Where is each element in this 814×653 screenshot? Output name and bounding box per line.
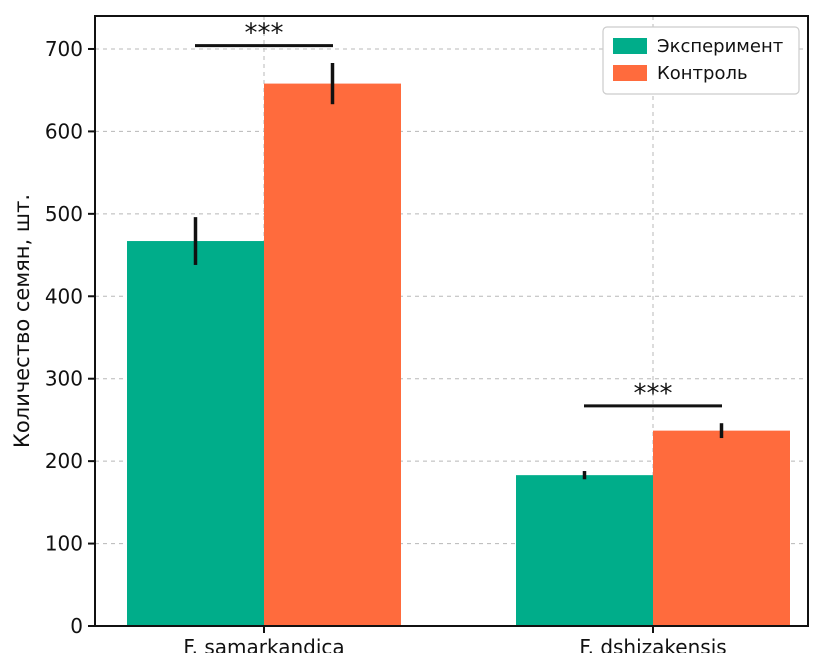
bars <box>127 83 790 627</box>
bar-control-1 <box>653 430 790 626</box>
significance-markers: *** *** <box>195 19 722 409</box>
y-axis-ticks: 0 100 200 300 400 500 600 700 <box>45 37 95 638</box>
y-tick-label-4: 400 <box>45 284 83 308</box>
y-axis-label: Количество семян, шт. <box>10 194 34 448</box>
y-tick-label-6: 600 <box>45 119 83 143</box>
y-tick-label-7: 700 <box>45 37 83 61</box>
axes <box>94 15 809 627</box>
significance-label-0: *** <box>245 19 284 49</box>
legend-swatch-0 <box>613 38 647 54</box>
plot-frame <box>94 15 809 627</box>
y-tick-label-2: 200 <box>45 449 83 473</box>
legend: Эксперимент Контроль <box>602 26 800 95</box>
y-tick-label-0: 0 <box>70 614 83 638</box>
y-tick-label-5: 500 <box>45 202 83 226</box>
bar-control-0 <box>264 83 401 626</box>
bar-experiment-1 <box>516 475 653 626</box>
y-tick-label-1: 100 <box>45 532 83 556</box>
x-tick-label-1: F. dshizakensis <box>579 635 726 653</box>
y-tick-label-3: 300 <box>45 367 83 391</box>
legend-box <box>602 26 800 95</box>
x-axis-ticks: F. samarkandica F. dshizakensis <box>183 626 727 653</box>
error-bars <box>193 62 724 480</box>
bar-experiment-0 <box>127 241 264 627</box>
legend-label-0: Эксперимент <box>657 36 783 57</box>
x-tick-label-0: F. samarkandica <box>183 635 344 653</box>
significance-label-1: *** <box>634 379 673 409</box>
legend-swatch-1 <box>613 65 647 81</box>
legend-label-1: Контроль <box>657 63 748 84</box>
